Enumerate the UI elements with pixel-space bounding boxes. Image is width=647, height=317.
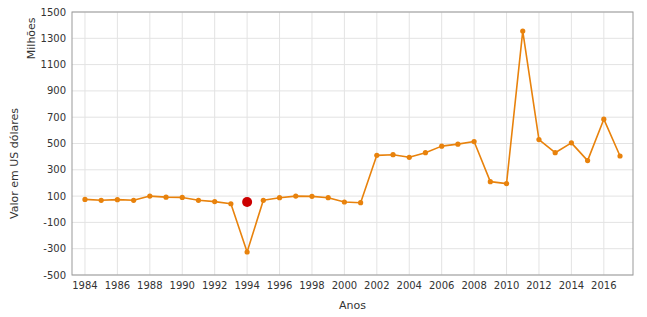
point xyxy=(212,199,217,204)
grid-line xyxy=(72,248,633,249)
tick-label: -100 xyxy=(43,217,66,228)
grid-line xyxy=(72,143,633,144)
point xyxy=(131,198,136,203)
grid-line xyxy=(214,12,215,275)
tick-label: 1986 xyxy=(105,280,130,291)
point xyxy=(82,197,87,202)
point xyxy=(504,181,509,186)
point xyxy=(261,198,266,203)
point xyxy=(228,201,233,206)
tick-label: 500 xyxy=(47,138,66,149)
point xyxy=(196,198,201,203)
tick-label: 100 xyxy=(47,191,66,202)
grid-line xyxy=(72,38,633,39)
point xyxy=(569,140,574,145)
tick-label: 1998 xyxy=(299,280,324,291)
y-axis-label: Valor em US dólares xyxy=(8,108,21,219)
line xyxy=(85,31,620,252)
axes: -500 -300 -100 100 300 500 700 900 1100 1300 1500 1… xyxy=(41,7,617,292)
point xyxy=(520,28,525,33)
grid-line xyxy=(149,12,150,275)
tick-label: 2000 xyxy=(332,280,357,291)
point xyxy=(617,153,622,158)
plot-background xyxy=(72,12,633,275)
grid-line xyxy=(72,169,633,170)
grid-line xyxy=(603,12,604,275)
tick-label: 2016 xyxy=(591,280,616,291)
tick-label: 300 xyxy=(47,164,66,175)
x-axis-label: Anos xyxy=(339,299,366,312)
tick-label: 900 xyxy=(47,85,66,96)
point xyxy=(326,195,331,200)
tick-label: 2002 xyxy=(364,280,389,291)
point xyxy=(536,137,541,142)
series xyxy=(82,28,622,254)
annotation: Milhões xyxy=(26,17,39,59)
tick-label: 2012 xyxy=(526,280,551,291)
grid xyxy=(72,12,633,275)
data-area xyxy=(82,28,622,254)
point xyxy=(472,139,477,144)
point xyxy=(99,198,104,203)
point xyxy=(407,155,412,160)
tick-label: -500 xyxy=(43,270,66,281)
tick-label: 1988 xyxy=(137,280,162,291)
point xyxy=(115,197,120,202)
grid-line xyxy=(311,12,312,275)
tick-label: 1100 xyxy=(41,59,66,70)
tick-label: 2004 xyxy=(397,280,422,291)
point xyxy=(439,144,444,149)
point xyxy=(374,153,379,158)
grid-line xyxy=(409,12,410,275)
point xyxy=(390,152,395,157)
point xyxy=(455,142,460,147)
tick-label: -300 xyxy=(43,243,66,254)
tick-label: 2008 xyxy=(461,280,486,291)
point xyxy=(277,195,282,200)
grid-line xyxy=(376,12,377,275)
grid-line xyxy=(72,117,633,118)
point xyxy=(147,194,152,199)
point xyxy=(601,117,606,122)
point xyxy=(309,194,314,199)
point xyxy=(245,249,250,254)
tick-label: 1994 xyxy=(234,280,259,291)
tick-label: 2006 xyxy=(429,280,454,291)
tick-label: 2014 xyxy=(559,280,584,291)
tick-label: 1990 xyxy=(170,280,195,291)
grid-line xyxy=(279,12,280,275)
point xyxy=(358,200,363,205)
tick-label: 1996 xyxy=(267,280,292,291)
series xyxy=(242,197,252,207)
point xyxy=(163,195,168,200)
highlight-point xyxy=(242,197,252,207)
tick-label: 700 xyxy=(47,112,66,123)
grid-line xyxy=(247,12,248,275)
point xyxy=(293,194,298,199)
point xyxy=(585,158,590,163)
grid-line xyxy=(441,12,442,275)
grid-line xyxy=(84,12,85,275)
point xyxy=(342,199,347,204)
tick-label: 1500 xyxy=(41,7,66,18)
point xyxy=(488,179,493,184)
plot-frame xyxy=(72,12,633,275)
tick-label: 1984 xyxy=(72,280,97,291)
point xyxy=(553,150,558,155)
tick-label: 1300 xyxy=(41,33,66,44)
point xyxy=(180,195,185,200)
grid-line xyxy=(117,12,118,275)
grid-line xyxy=(182,12,183,275)
grid-line xyxy=(72,64,633,65)
grid-line xyxy=(538,12,539,275)
grid-line xyxy=(506,12,507,275)
grid-line xyxy=(72,90,633,91)
grid-line xyxy=(72,222,633,223)
point xyxy=(423,150,428,155)
chart: -500 -300 -100 100 300 500 700 900 1100 1300 1500 1… xyxy=(0,0,647,317)
grid-line xyxy=(344,12,345,275)
tick-label: 1992 xyxy=(202,280,227,291)
tick-label: 2010 xyxy=(494,280,519,291)
